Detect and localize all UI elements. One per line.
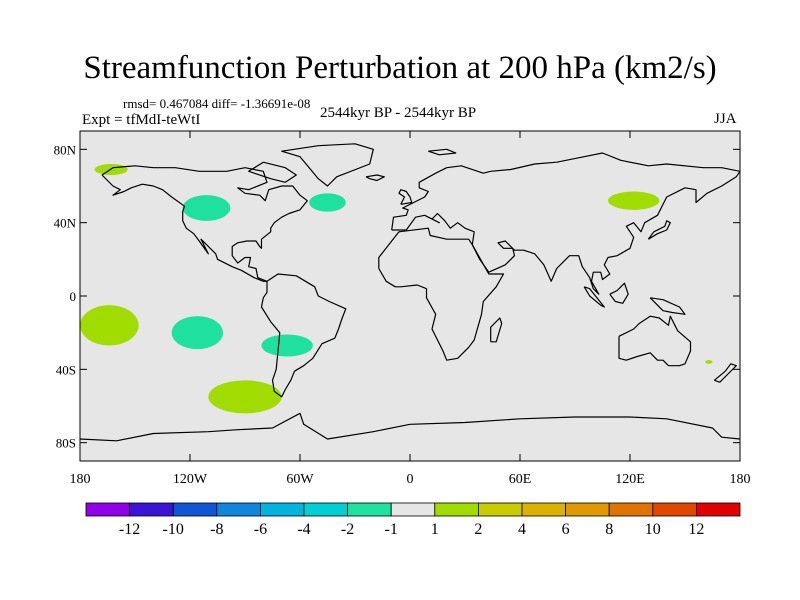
colorbar-label: 6 bbox=[562, 521, 570, 538]
colorbar-swatch bbox=[85, 502, 130, 517]
colorbar-swatch bbox=[696, 502, 741, 517]
colorbar-swatch bbox=[608, 502, 654, 517]
anomaly-patch-north-atlantic-negative bbox=[309, 193, 346, 212]
colorbar-label: -2 bbox=[341, 521, 354, 538]
anomaly-patches bbox=[80, 164, 713, 414]
colorbar-label: -12 bbox=[119, 521, 140, 538]
colorbar-label: 10 bbox=[645, 521, 661, 538]
colorbar-swatch bbox=[129, 502, 174, 517]
season-label: JJA bbox=[714, 111, 737, 127]
anomaly-patch-southern-ocean-positive bbox=[208, 380, 282, 414]
map-background bbox=[80, 131, 740, 461]
coastline-antarctica bbox=[79, 412, 741, 442]
colorbar-swatch bbox=[347, 502, 392, 517]
colorbar-label: -6 bbox=[254, 521, 267, 538]
y-tick-label: 40S bbox=[56, 362, 76, 377]
period-label: 2544kyr BP - 2544kyr BP bbox=[320, 105, 477, 121]
colorbar-label: -8 bbox=[210, 521, 223, 538]
y-tick-label: 40N bbox=[54, 216, 77, 231]
x-tick-label: 60E bbox=[509, 472, 532, 487]
x-axis: 180 120W 60W 0 60E 120E 180 bbox=[70, 131, 751, 487]
colorbar-swatch bbox=[434, 502, 479, 517]
y-axis: 80N 40N 0 40S 80S bbox=[54, 142, 740, 451]
colorbar-swatch bbox=[521, 502, 566, 517]
coastline-new-guinea bbox=[649, 297, 686, 315]
colorbar-swatch bbox=[216, 502, 261, 517]
colorbar-swatch bbox=[259, 502, 305, 517]
coastline-iceland bbox=[365, 174, 385, 182]
experiment-label: Expt = tfMdI-teWtI bbox=[82, 112, 201, 128]
x-tick-label: 120W bbox=[173, 472, 208, 487]
anomaly-patch-siberia-positive bbox=[608, 191, 660, 210]
x-tick-label: 60W bbox=[286, 472, 314, 487]
colorbar-label: -10 bbox=[163, 521, 184, 538]
colorbar-label: -4 bbox=[297, 521, 310, 538]
x-tick-label: 180 bbox=[70, 472, 91, 487]
coastline-japan bbox=[647, 220, 671, 240]
anomaly-patch-south-pacific-central-negative bbox=[171, 316, 223, 350]
colorbar-label: 12 bbox=[688, 521, 704, 538]
coastline-north-america bbox=[101, 165, 308, 282]
x-tick-label: 120E bbox=[615, 472, 645, 487]
y-tick-label: 80N bbox=[54, 142, 77, 157]
colorbar-label: 1 bbox=[431, 521, 439, 538]
anomaly-patch-south-pacific-west-positive bbox=[80, 305, 139, 346]
colorbar-swatch bbox=[303, 502, 348, 517]
coastlines bbox=[79, 143, 741, 442]
coastline-madagascar bbox=[490, 317, 503, 343]
coastline-africa bbox=[378, 227, 505, 361]
y-tick-label: 0 bbox=[70, 289, 77, 304]
colorbar-swatch bbox=[565, 502, 610, 517]
anomaly-patch-south-america-negative bbox=[261, 334, 313, 357]
colorbar-swatch bbox=[390, 502, 436, 517]
coastline-sumatra bbox=[583, 286, 605, 308]
x-tick-label: 0 bbox=[407, 472, 414, 487]
y-tick-label: 80S bbox=[56, 436, 76, 451]
coastline-australia bbox=[618, 315, 692, 367]
coastline-new-zealand bbox=[713, 363, 737, 383]
coastline-uk bbox=[398, 189, 413, 205]
stats-text: rmsd= 0.467084 diff= -1.36691e-08 bbox=[123, 96, 311, 111]
coastline-greenland bbox=[281, 143, 374, 187]
colorbar-swatch bbox=[477, 502, 523, 517]
colorbar-label: 4 bbox=[518, 521, 526, 538]
x-tick-label: 180 bbox=[730, 472, 751, 487]
coastline-baffin bbox=[248, 161, 297, 183]
anomaly-patch-new-caledonia-positive bbox=[705, 360, 713, 364]
anomaly-patch-north-america-negative bbox=[182, 195, 231, 221]
coastline-svalbard bbox=[428, 148, 457, 156]
colorbar-label: 8 bbox=[605, 521, 613, 538]
colorbar-swatch bbox=[652, 502, 697, 517]
colorbar-swatch bbox=[172, 502, 218, 517]
colorbar-label: -1 bbox=[385, 521, 398, 538]
plot-title: Streamfunction Perturbation at 200 hPa (… bbox=[83, 50, 717, 86]
coastline-borneo bbox=[609, 282, 629, 304]
colorbar-label: 2 bbox=[474, 521, 482, 538]
colorbar: -12 -10 -8 -6 -4 -2 -1 1 2 4 6 8 10 12 bbox=[85, 502, 741, 538]
coastline-south-america bbox=[260, 273, 347, 398]
